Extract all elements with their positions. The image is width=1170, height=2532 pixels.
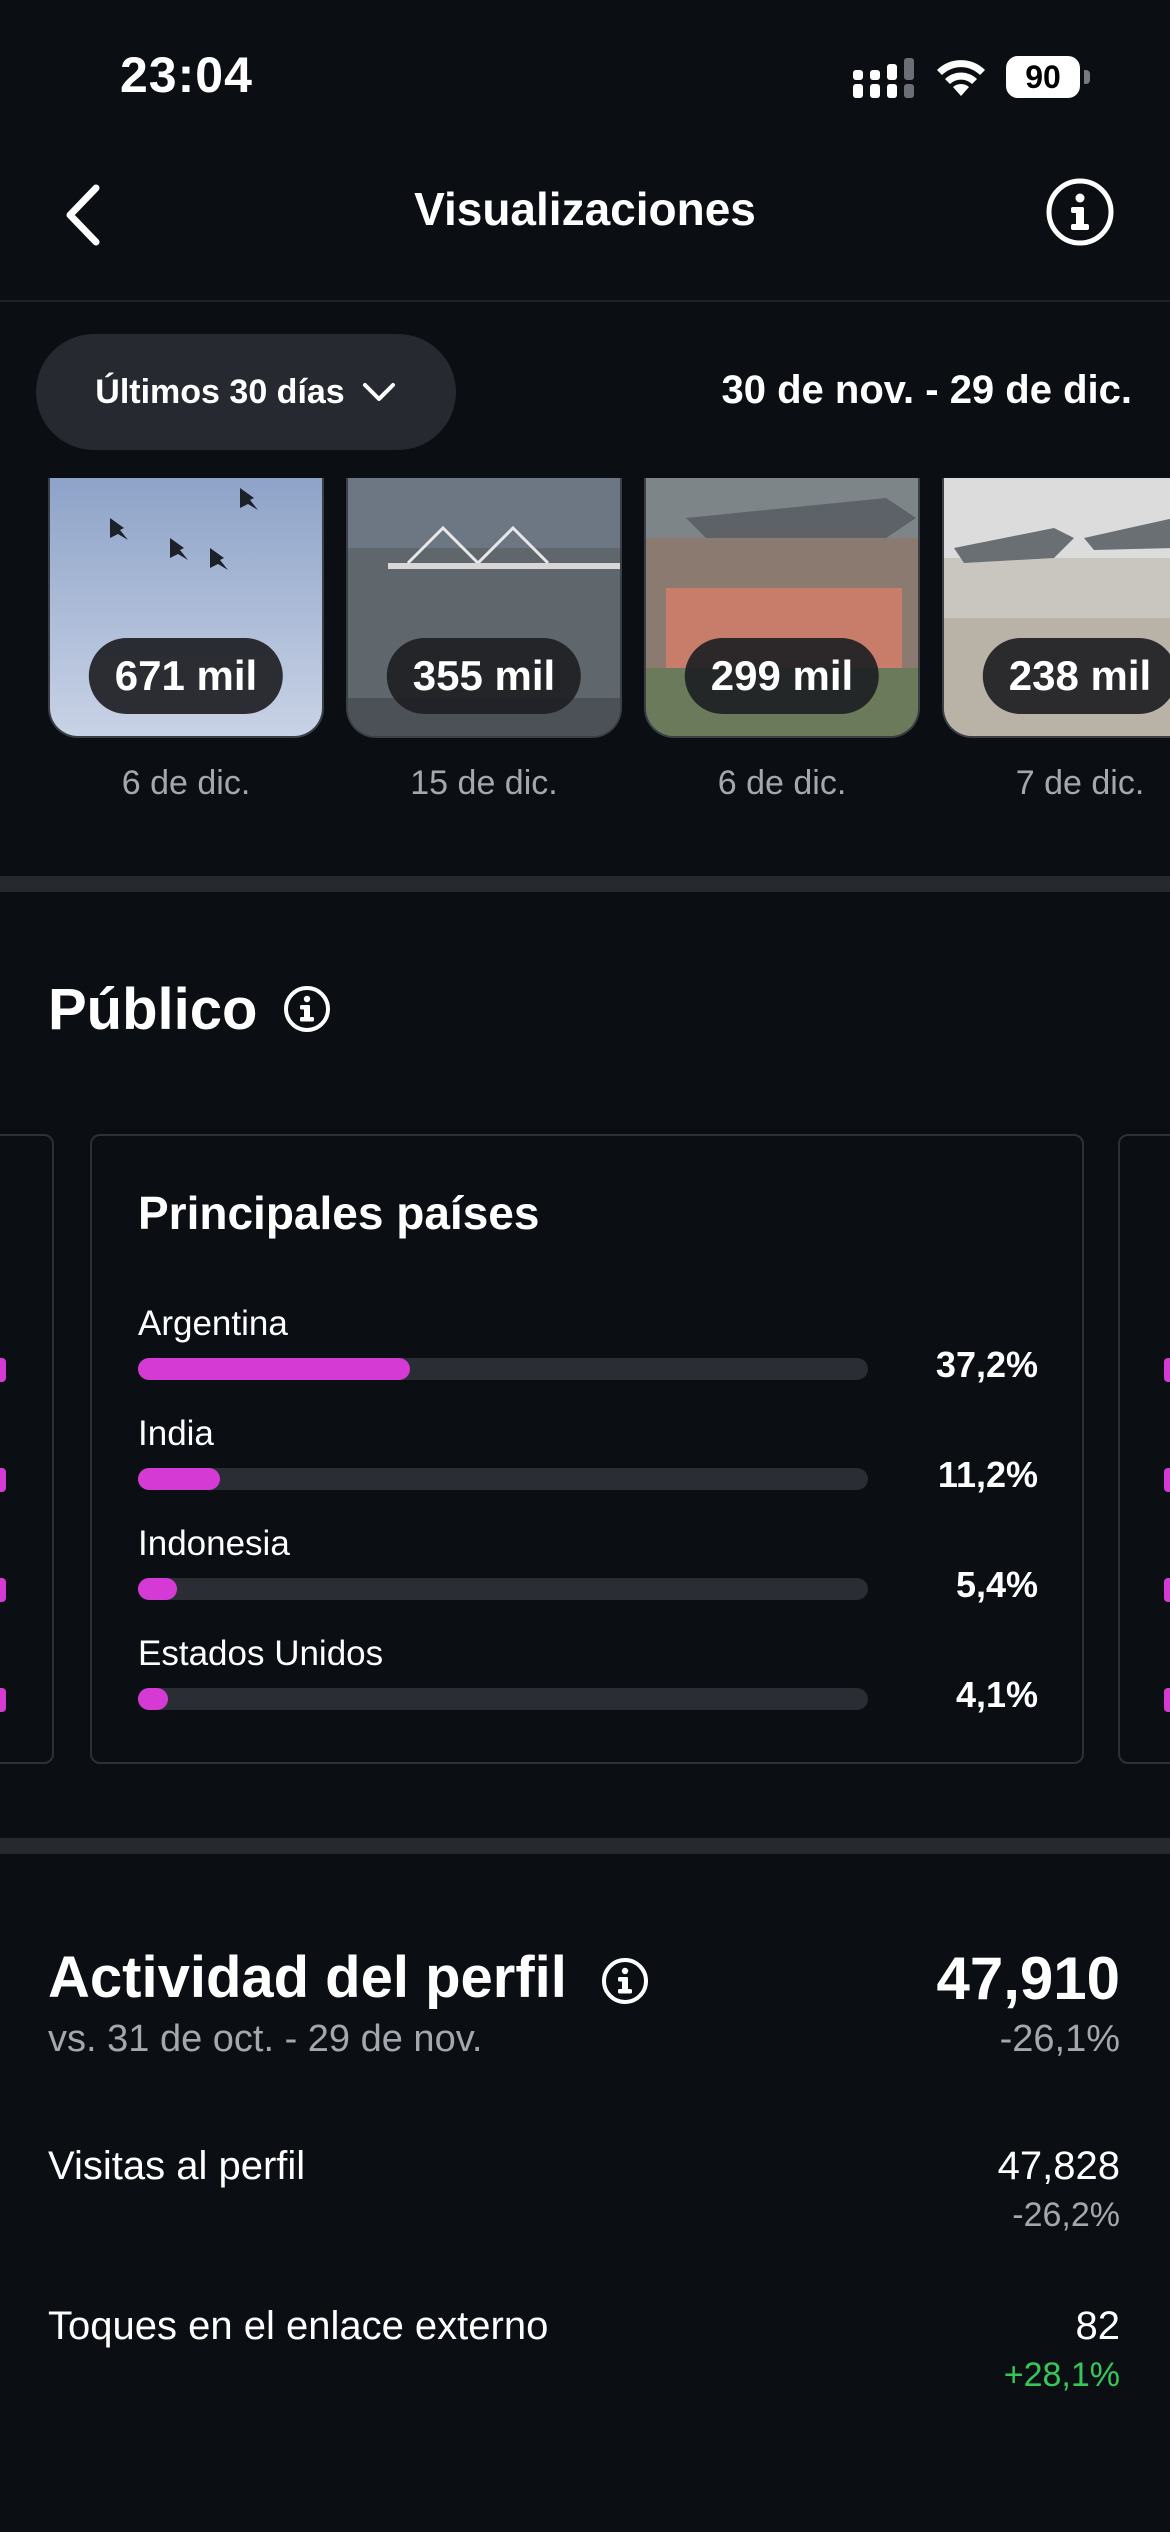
thumbnail-date: 15 de dic. (410, 764, 558, 802)
country-percentage: 11,2% (937, 1454, 1038, 1495)
country-percentage: 37,2% (935, 1344, 1038, 1385)
thumbnail-date: 7 de dic. (1015, 764, 1145, 802)
country-bar-fill (138, 1468, 220, 1490)
views-badge: 355 mil (386, 638, 582, 714)
country-name: India (138, 1414, 214, 1453)
battery-tip (1084, 70, 1090, 84)
battery-icon: 90 (1006, 56, 1090, 98)
country-bar-track (138, 1578, 868, 1600)
country-row: India 11,2% (138, 1414, 1038, 1524)
views-badge: 299 mil (684, 638, 880, 714)
audience-title: Público (48, 977, 258, 1042)
country-name: Indonesia (138, 1524, 290, 1563)
nav-bar: Visualizaciones (0, 140, 1170, 302)
views-badge: 671 mil (88, 638, 284, 714)
section-divider (0, 876, 1170, 892)
country-name: Argentina (138, 1304, 288, 1343)
profile-activity-change: -26,1% (999, 2018, 1120, 2060)
battery-level: 90 (1006, 56, 1080, 98)
bar-tick (0, 1358, 6, 1382)
country-percentage: 4,1% (955, 1674, 1038, 1715)
country-row: Estados Unidos 4,1% (138, 1634, 1038, 1744)
date-range-text: 30 de nov. - 29 de dic. (721, 368, 1132, 412)
date-range-label: Últimos 30 días (95, 372, 345, 411)
info-icon[interactable] (600, 1956, 650, 2006)
profile-activity-total: 47,910 (936, 1945, 1120, 2012)
metric-label-link-taps: Toques en el enlace externo (48, 2304, 549, 2348)
country-bar-fill (138, 1358, 410, 1380)
country-bar-track (138, 1468, 868, 1490)
content-thumbnail[interactable]: 671 mil (48, 478, 324, 738)
views-badge: 238 mil (982, 638, 1170, 714)
audience-card-previous[interactable] (0, 1134, 54, 1764)
chevron-left-icon[interactable] (56, 180, 116, 250)
metric-label-profile-visits: Visitas al perfil (48, 2144, 306, 2188)
chevron-down-icon (362, 383, 395, 401)
bar-tick (1164, 1578, 1170, 1602)
filter-row: Últimos 30 días 30 de nov. - 29 de dic. (0, 302, 1170, 478)
comparison-period: vs. 31 de oct. - 29 de nov. (48, 2018, 483, 2060)
thumbnail-date: 6 de dic. (717, 764, 847, 802)
country-name: Estados Unidos (138, 1634, 384, 1673)
bar-tick (0, 1468, 6, 1492)
country-row: Argentina 37,2% (138, 1304, 1038, 1414)
profile-activity-title: Actividad del perfil (48, 1945, 567, 2010)
country-bar-fill (138, 1578, 177, 1600)
country-bar-track (138, 1688, 868, 1710)
audience-card-next[interactable] (1118, 1134, 1170, 1764)
bar-tick (1164, 1468, 1170, 1492)
country-percentage: 5,4% (955, 1564, 1038, 1605)
status-time: 23:04 (120, 47, 253, 103)
metric-change-profile-visits: -26,2% (1012, 2196, 1120, 2234)
page-title: Visualizaciones (414, 183, 756, 235)
top-content-strip: 671 mil 6 de dic. 355 mil 15 de dic. (0, 478, 1170, 838)
cellular-signal-icon (853, 58, 914, 98)
bar-tick (0, 1578, 6, 1602)
country-bar-fill (138, 1688, 168, 1710)
country-bar-track (138, 1358, 868, 1380)
wifi-icon (937, 60, 985, 96)
content-thumbnail[interactable]: 355 mil (346, 478, 622, 738)
section-divider (0, 1838, 1170, 1854)
content-thumbnail[interactable]: 238 mil (942, 478, 1170, 738)
bar-tick (0, 1688, 6, 1712)
info-icon[interactable] (282, 984, 332, 1034)
bar-tick (1164, 1358, 1170, 1382)
metric-value-profile-visits: 47,828 (997, 2144, 1120, 2188)
top-countries-title: Principales países (138, 1187, 540, 1239)
metric-change-link-taps: +28,1% (1003, 2356, 1120, 2394)
status-bar: 23:04 90 (0, 0, 1170, 140)
thumbnail-date: 6 de dic. (121, 764, 251, 802)
info-icon[interactable] (1044, 176, 1116, 248)
date-range-dropdown[interactable]: Últimos 30 días (36, 334, 456, 450)
metric-value-link-taps: 82 (1075, 2304, 1121, 2348)
bar-tick (1164, 1688, 1170, 1712)
content-thumbnail[interactable]: 299 mil (644, 478, 920, 738)
top-countries-card[interactable]: Principales países Argentina 37,2% India… (90, 1134, 1084, 1764)
country-row: Indonesia 5,4% (138, 1524, 1038, 1634)
